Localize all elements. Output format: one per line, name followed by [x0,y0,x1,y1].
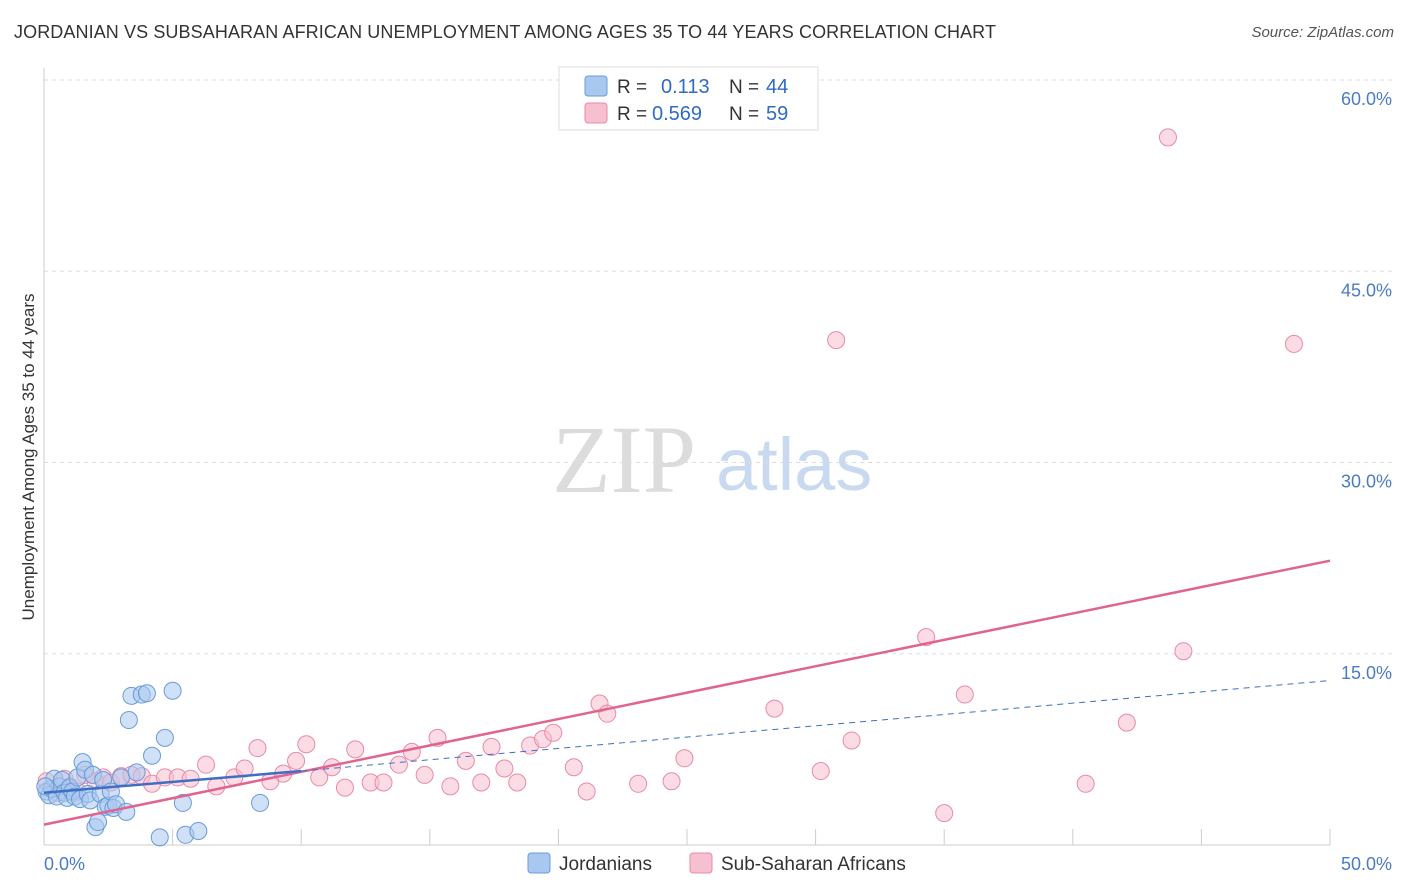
point-subsaharan [456,751,475,770]
point-subsaharan [248,739,267,758]
point-subsaharan [441,777,460,796]
legend-bottom-label-jordanians: Jordanians [559,854,652,875]
point-jordanians [251,793,270,812]
legend-top: R = 0.113 N = 44 R = 0.569 N = 59 [558,66,819,131]
point-jordanians [163,681,182,700]
point-subsaharan [765,699,784,718]
grid-layer [44,79,1392,655]
chart-title: JORDANIAN VS SUBSAHARAN AFRICAN UNEMPLOY… [14,22,997,42]
legend-n-value-subsaharan: 59 [766,103,788,125]
legend-n-label-subsaharan: N = [729,104,759,125]
point-subsaharan [577,782,596,801]
point-subsaharan [415,765,434,784]
legend-swatch-jordanians [584,75,608,97]
point-subsaharan [1076,774,1095,793]
point-subsaharan [827,331,846,350]
point-subsaharan [374,773,393,792]
point-subsaharan [495,759,514,778]
point-subsaharan [389,755,408,774]
legend-n-label-jordanians: N = [729,77,759,98]
point-jordanians [127,763,146,782]
point-subsaharan [662,772,681,791]
point-subsaharan [402,742,421,761]
legend-bottom: Jordanians Sub-Saharan Africans [527,852,906,875]
point-subsaharan [842,731,861,750]
point-subsaharan [287,751,306,770]
point-subsaharan [482,737,501,756]
point-jordanians [112,768,131,787]
point-subsaharan [1158,128,1177,147]
legend-r-value-subsaharan: 0.569 [652,103,702,125]
watermark-atlas: atlas [716,423,872,506]
point-subsaharan [544,723,563,742]
point-jordanians [173,793,192,812]
y-axis-title: Unemployment Among Ages 35 to 44 years [19,294,38,621]
legend-bottom-swatch-jordanians [527,852,551,874]
legend-n-value-jordanians: 44 [766,76,788,98]
legend-swatch-subsaharan [584,102,608,124]
point-subsaharan [472,773,491,792]
point-subsaharan [1117,713,1136,732]
point-subsaharan [564,758,583,777]
point-jordanians [150,828,169,847]
point-subsaharan [508,773,527,792]
point-jordanians [36,777,55,796]
point-subsaharan [955,685,974,704]
point-jordanians [89,813,108,832]
trendline-subsaharan [43,559,1331,826]
points-layer [36,128,1303,847]
point-subsaharan [297,735,316,754]
legend-r-label-subsaharan: R = [617,104,647,125]
point-subsaharan [197,755,216,774]
point-jordanians [143,746,162,765]
y-tick-label: 15.0% [1341,663,1392,683]
trendline-jordanians [43,769,302,794]
x-tick-label-min: 0.0% [44,854,85,874]
point-jordanians [119,711,138,730]
point-subsaharan [1284,334,1303,353]
point-jordanians [155,728,174,747]
point-subsaharan [675,749,694,768]
point-subsaharan [1174,642,1193,661]
y-tick-label: 45.0% [1341,280,1392,300]
point-subsaharan [346,740,365,759]
point-subsaharan [335,778,354,797]
x-tick-label-max: 50.0% [1341,854,1392,874]
point-subsaharan [935,804,954,823]
legend-r-label-jordanians: R = [617,77,647,98]
y-tick-label: 30.0% [1341,472,1392,492]
point-subsaharan [811,762,830,781]
watermark-zip: ZIP [552,406,696,513]
point-subsaharan [629,774,648,793]
point-jordanians [137,684,156,703]
trend-layer [43,559,1331,826]
chart-source: Source: ZipAtlas.com [1251,24,1394,41]
legend-bottom-label-subsaharan: Sub-Saharan Africans [721,854,906,875]
legend-r-value-jordanians: 0.113 [661,76,710,98]
y-tick-label: 60.0% [1341,89,1392,109]
trendline-jordanians-extension [301,680,1331,772]
legend-bottom-swatch-subsaharan [689,852,713,874]
point-subsaharan [207,777,226,796]
axis-layer: 15.0% 30.0% 45.0% 60.0% 0.0% 50.0% [43,68,1392,874]
point-jordanians [189,821,208,840]
